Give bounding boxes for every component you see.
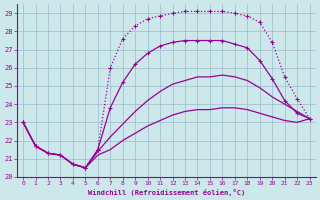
X-axis label: Windchill (Refroidissement éolien,°C): Windchill (Refroidissement éolien,°C) (88, 189, 245, 196)
